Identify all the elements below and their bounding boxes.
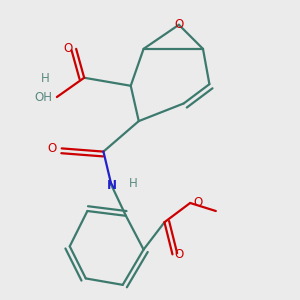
Text: O: O: [48, 142, 57, 155]
Text: O: O: [174, 18, 184, 31]
Text: O: O: [174, 248, 183, 261]
Text: OH: OH: [34, 91, 52, 103]
Text: N: N: [106, 179, 116, 192]
Text: H: H: [129, 177, 138, 190]
Text: O: O: [193, 196, 203, 209]
Text: O: O: [64, 42, 73, 56]
Text: H: H: [41, 72, 50, 85]
